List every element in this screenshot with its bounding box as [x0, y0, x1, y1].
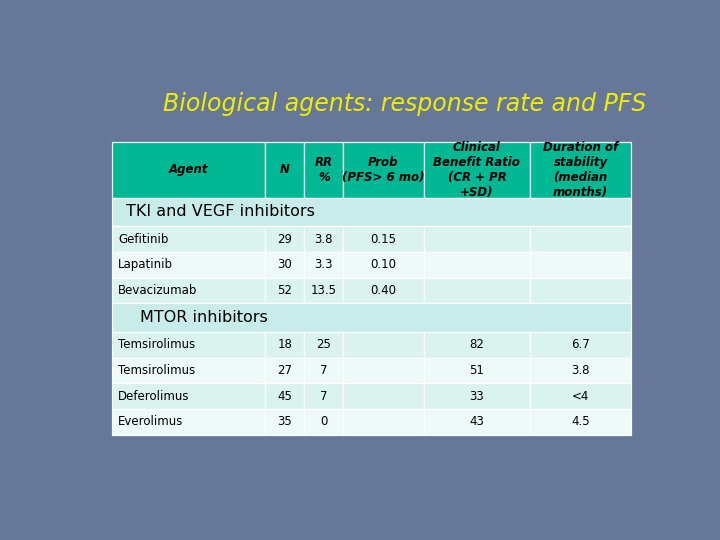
FancyBboxPatch shape — [423, 252, 530, 278]
FancyBboxPatch shape — [343, 141, 423, 198]
Text: Temsirolimus: Temsirolimus — [118, 364, 195, 377]
Text: Lapatinib: Lapatinib — [118, 258, 173, 271]
FancyBboxPatch shape — [423, 226, 530, 252]
FancyBboxPatch shape — [305, 226, 343, 252]
FancyBboxPatch shape — [112, 141, 266, 198]
FancyBboxPatch shape — [112, 278, 266, 303]
FancyBboxPatch shape — [530, 252, 631, 278]
Text: 7: 7 — [320, 364, 328, 377]
Text: 25: 25 — [316, 338, 331, 351]
FancyBboxPatch shape — [112, 332, 266, 357]
FancyBboxPatch shape — [305, 252, 343, 278]
Text: 29: 29 — [277, 233, 292, 246]
Text: 6.7: 6.7 — [571, 338, 590, 351]
FancyBboxPatch shape — [530, 278, 631, 303]
Text: 4.5: 4.5 — [572, 415, 590, 428]
FancyBboxPatch shape — [530, 141, 631, 198]
FancyBboxPatch shape — [423, 332, 530, 357]
FancyBboxPatch shape — [343, 278, 423, 303]
FancyBboxPatch shape — [266, 332, 305, 357]
FancyBboxPatch shape — [423, 357, 530, 383]
Text: 18: 18 — [277, 338, 292, 351]
Text: 82: 82 — [469, 338, 485, 351]
FancyBboxPatch shape — [343, 252, 423, 278]
Text: 27: 27 — [277, 364, 292, 377]
Text: 35: 35 — [277, 415, 292, 428]
Text: 7: 7 — [320, 390, 328, 403]
Text: Biological agents: response rate and PFS: Biological agents: response rate and PFS — [163, 92, 646, 116]
Text: 3.3: 3.3 — [315, 258, 333, 271]
Text: 0: 0 — [320, 415, 328, 428]
Text: TKI and VEGF inhibitors: TKI and VEGF inhibitors — [126, 205, 315, 219]
FancyBboxPatch shape — [112, 252, 266, 278]
FancyBboxPatch shape — [530, 226, 631, 252]
Text: 3.8: 3.8 — [572, 364, 590, 377]
FancyBboxPatch shape — [112, 409, 266, 435]
FancyBboxPatch shape — [423, 278, 530, 303]
FancyBboxPatch shape — [266, 252, 305, 278]
FancyBboxPatch shape — [112, 357, 266, 383]
Text: 33: 33 — [469, 390, 485, 403]
Text: Duration of
stability
(median
months): Duration of stability (median months) — [543, 141, 618, 199]
FancyBboxPatch shape — [112, 383, 266, 409]
FancyBboxPatch shape — [266, 278, 305, 303]
Text: 0.10: 0.10 — [371, 258, 397, 271]
FancyBboxPatch shape — [530, 357, 631, 383]
Text: <4: <4 — [572, 390, 590, 403]
Text: 52: 52 — [277, 284, 292, 297]
Text: Deferolimus: Deferolimus — [118, 390, 189, 403]
FancyBboxPatch shape — [305, 409, 343, 435]
FancyBboxPatch shape — [305, 141, 343, 198]
FancyBboxPatch shape — [112, 226, 266, 252]
Text: 13.5: 13.5 — [311, 284, 337, 297]
FancyBboxPatch shape — [266, 357, 305, 383]
FancyBboxPatch shape — [305, 278, 343, 303]
Text: RR
%: RR % — [315, 156, 333, 184]
FancyBboxPatch shape — [266, 409, 305, 435]
FancyBboxPatch shape — [530, 383, 631, 409]
FancyBboxPatch shape — [112, 303, 631, 332]
Text: 0.40: 0.40 — [371, 284, 397, 297]
Text: Clinical
Benefit Ratio
(CR + PR
+SD): Clinical Benefit Ratio (CR + PR +SD) — [433, 141, 521, 199]
FancyBboxPatch shape — [343, 357, 423, 383]
FancyBboxPatch shape — [423, 409, 530, 435]
FancyBboxPatch shape — [343, 332, 423, 357]
FancyBboxPatch shape — [266, 383, 305, 409]
FancyBboxPatch shape — [343, 383, 423, 409]
FancyBboxPatch shape — [343, 409, 423, 435]
Text: 30: 30 — [277, 258, 292, 271]
Text: MTOR inhibitors: MTOR inhibitors — [140, 310, 268, 325]
Text: 0.15: 0.15 — [371, 233, 397, 246]
FancyBboxPatch shape — [266, 141, 305, 198]
FancyBboxPatch shape — [343, 226, 423, 252]
FancyBboxPatch shape — [305, 383, 343, 409]
Text: 43: 43 — [469, 415, 485, 428]
Text: Gefitinib: Gefitinib — [118, 233, 168, 246]
Text: N: N — [280, 163, 290, 176]
Text: Temsirolimus: Temsirolimus — [118, 338, 195, 351]
Text: Agent: Agent — [169, 163, 209, 176]
FancyBboxPatch shape — [423, 383, 530, 409]
Text: 45: 45 — [277, 390, 292, 403]
Text: Bevacizumab: Bevacizumab — [118, 284, 197, 297]
FancyBboxPatch shape — [305, 332, 343, 357]
FancyBboxPatch shape — [423, 141, 530, 198]
FancyBboxPatch shape — [530, 409, 631, 435]
Text: Prob
(PFS> 6 mo): Prob (PFS> 6 mo) — [342, 156, 425, 184]
Text: Everolimus: Everolimus — [118, 415, 184, 428]
FancyBboxPatch shape — [305, 357, 343, 383]
Text: 3.8: 3.8 — [315, 233, 333, 246]
FancyBboxPatch shape — [112, 198, 631, 226]
Text: 51: 51 — [469, 364, 485, 377]
FancyBboxPatch shape — [530, 332, 631, 357]
FancyBboxPatch shape — [266, 226, 305, 252]
